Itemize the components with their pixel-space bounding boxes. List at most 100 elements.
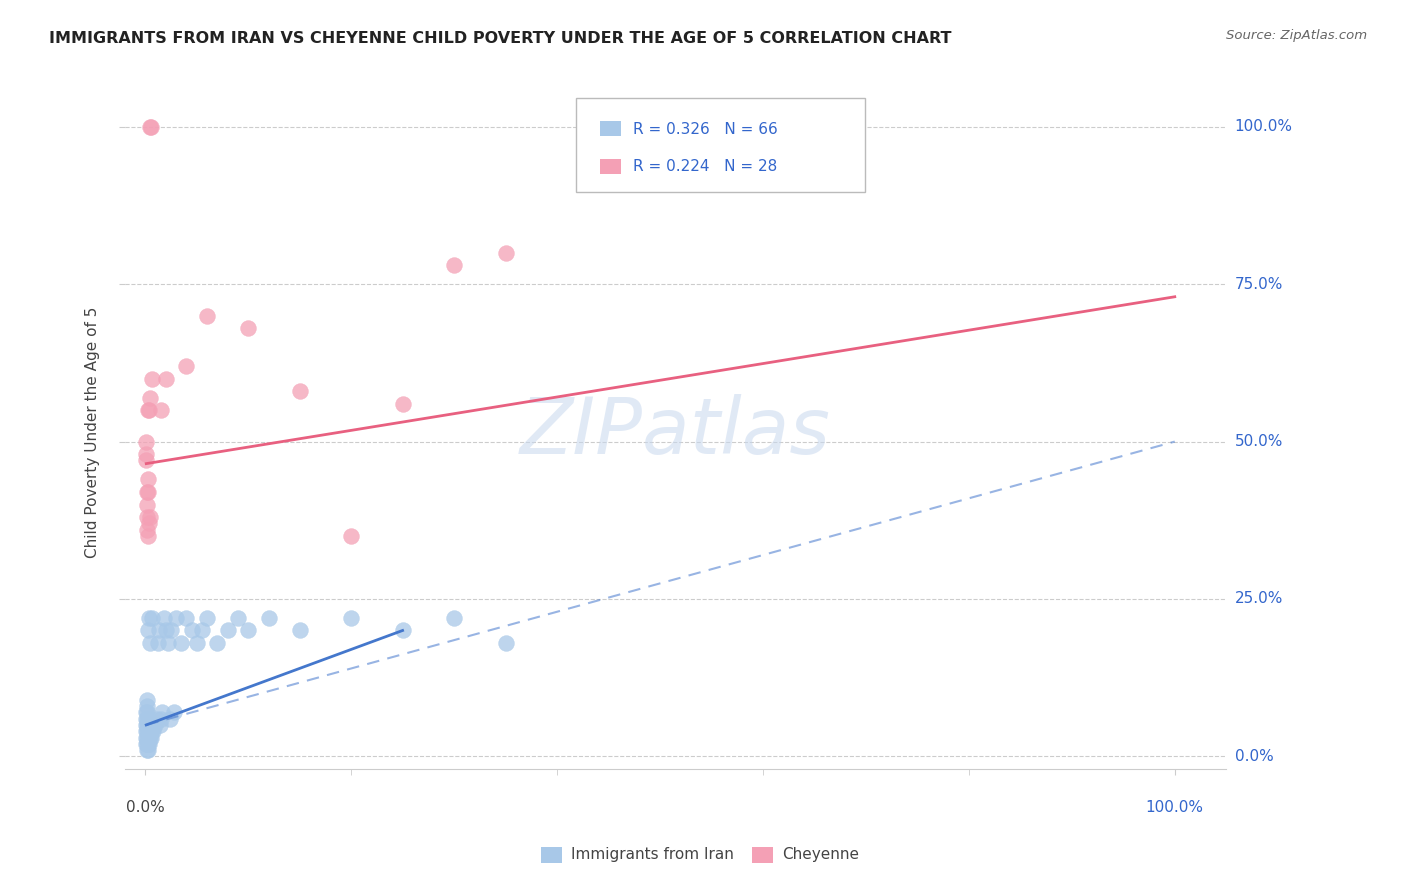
Point xyxy=(141,371,163,385)
Point xyxy=(149,712,172,726)
Point xyxy=(136,485,159,500)
Point xyxy=(135,434,157,449)
Text: IMMIGRANTS FROM IRAN VS CHEYENNE CHILD POVERTY UNDER THE AGE OF 5 CORRELATION CH: IMMIGRANTS FROM IRAN VS CHEYENNE CHILD P… xyxy=(49,31,952,46)
Point xyxy=(141,120,163,134)
Point xyxy=(217,624,239,638)
Text: Immigrants from Iran: Immigrants from Iran xyxy=(571,847,734,862)
Point xyxy=(139,120,162,134)
Point xyxy=(141,731,163,745)
Text: 0.0%: 0.0% xyxy=(125,799,165,814)
Point xyxy=(136,510,159,524)
Point xyxy=(143,718,166,732)
Point xyxy=(149,718,172,732)
Point xyxy=(391,397,413,411)
Point xyxy=(135,447,157,461)
Point xyxy=(135,737,157,751)
Point xyxy=(136,724,159,739)
Point xyxy=(146,636,169,650)
Point xyxy=(226,611,249,625)
Point xyxy=(136,712,159,726)
Point xyxy=(136,718,159,732)
Point xyxy=(139,636,162,650)
Point xyxy=(163,706,186,720)
Point xyxy=(340,611,363,625)
Text: 25.0%: 25.0% xyxy=(1234,591,1282,607)
Text: R = 0.326   N = 66: R = 0.326 N = 66 xyxy=(633,122,778,136)
Point xyxy=(138,737,160,751)
Point xyxy=(141,724,163,739)
Point xyxy=(136,529,159,543)
Point xyxy=(176,611,198,625)
Point xyxy=(195,309,218,323)
Point xyxy=(156,636,179,650)
Point xyxy=(135,453,157,467)
Point xyxy=(136,743,159,757)
Point xyxy=(139,510,162,524)
Point xyxy=(136,737,159,751)
Point xyxy=(136,485,159,500)
Point xyxy=(139,724,162,739)
Point xyxy=(495,245,517,260)
Point xyxy=(138,516,160,531)
Point xyxy=(195,611,218,625)
Text: 0.0%: 0.0% xyxy=(1234,749,1274,764)
Point xyxy=(191,624,214,638)
Point xyxy=(135,706,157,720)
Point xyxy=(139,731,162,745)
Point xyxy=(135,731,157,745)
Point xyxy=(141,611,163,625)
Point xyxy=(136,731,159,745)
Point xyxy=(135,718,157,732)
Point xyxy=(136,737,159,751)
Point xyxy=(138,731,160,745)
Point xyxy=(340,529,363,543)
Point xyxy=(165,611,187,625)
Point xyxy=(443,611,465,625)
Point xyxy=(136,743,159,757)
Point xyxy=(136,624,159,638)
Point xyxy=(136,403,159,417)
Point xyxy=(152,611,174,625)
Point xyxy=(135,724,157,739)
Point xyxy=(443,258,465,272)
Point xyxy=(136,692,159,706)
Point xyxy=(145,718,167,732)
Point xyxy=(136,706,159,720)
Point xyxy=(160,624,183,638)
Text: Source: ZipAtlas.com: Source: ZipAtlas.com xyxy=(1226,29,1367,42)
Point xyxy=(159,712,181,726)
Point xyxy=(180,624,202,638)
Point xyxy=(145,712,167,726)
Point xyxy=(135,712,157,726)
Point xyxy=(207,636,229,650)
Point xyxy=(236,321,259,335)
Text: ZIPatlas: ZIPatlas xyxy=(520,394,831,470)
Point xyxy=(138,403,160,417)
Text: 50.0%: 50.0% xyxy=(1234,434,1282,449)
Point xyxy=(136,712,159,726)
Point xyxy=(155,624,177,638)
Text: R = 0.224   N = 28: R = 0.224 N = 28 xyxy=(633,160,778,174)
Text: 100.0%: 100.0% xyxy=(1146,799,1204,814)
Point xyxy=(176,359,198,373)
Point xyxy=(288,384,311,399)
Point xyxy=(148,624,170,638)
Point xyxy=(138,718,160,732)
Point xyxy=(236,624,259,638)
Point xyxy=(155,371,177,385)
Point xyxy=(136,498,159,512)
Point xyxy=(391,624,413,638)
Point xyxy=(136,523,159,537)
Text: Cheyenne: Cheyenne xyxy=(782,847,859,862)
Point xyxy=(170,636,193,650)
Y-axis label: Child Poverty Under the Age of 5: Child Poverty Under the Age of 5 xyxy=(86,307,100,558)
Text: 100.0%: 100.0% xyxy=(1234,120,1292,135)
Point xyxy=(141,724,163,739)
Point xyxy=(149,403,172,417)
Point xyxy=(136,731,159,745)
Point xyxy=(495,636,517,650)
Point xyxy=(186,636,208,650)
Point xyxy=(142,724,165,739)
Point xyxy=(288,624,311,638)
Point xyxy=(257,611,280,625)
